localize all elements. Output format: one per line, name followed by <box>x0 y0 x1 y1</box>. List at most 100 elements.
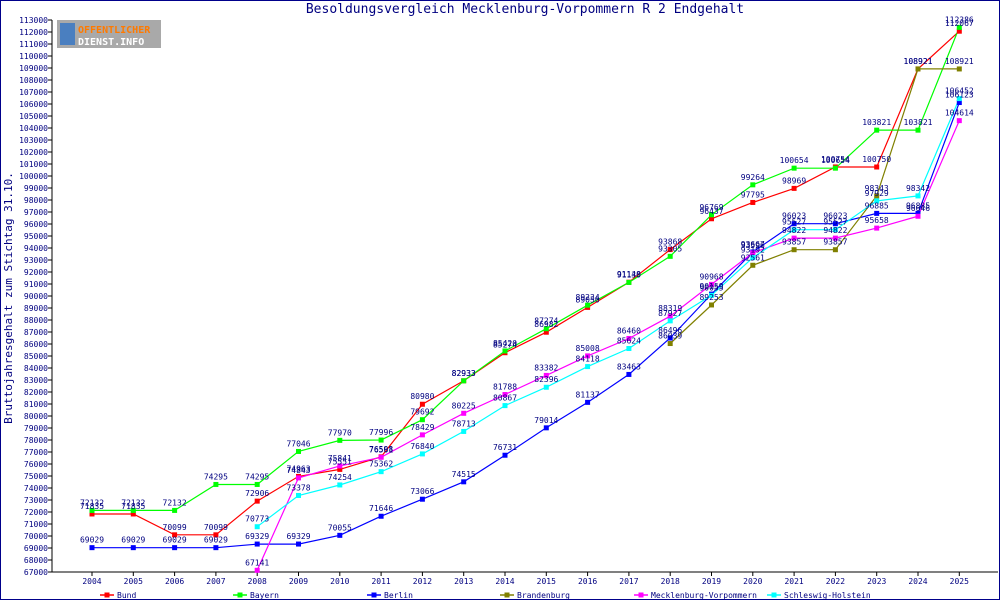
data-label: 90055 <box>699 283 723 292</box>
data-label: 86982 <box>534 320 558 329</box>
data-point <box>956 28 962 34</box>
data-label: 69029 <box>121 536 145 545</box>
y-tick-label: 70000 <box>24 532 48 541</box>
data-point <box>915 210 921 216</box>
data-point <box>378 454 384 460</box>
data-label: 112067 <box>945 19 974 28</box>
y-tick-label: 110000 <box>19 52 48 61</box>
data-label: 98343 <box>865 184 889 193</box>
y-tick-label: 91000 <box>24 280 48 289</box>
data-point <box>296 475 301 481</box>
data-label: 93857 <box>823 238 847 247</box>
data-label: 71646 <box>369 504 393 513</box>
data-label: 80867 <box>493 394 517 403</box>
data-point <box>337 437 343 443</box>
data-point <box>750 262 756 268</box>
data-point <box>832 227 838 233</box>
data-point <box>461 378 467 384</box>
legend: Bund Bayern Berlin Brandenburg Mecklenburg-V… <box>100 591 871 600</box>
data-point <box>956 118 962 124</box>
data-label: 79014 <box>534 416 558 425</box>
data-label: 97795 <box>741 190 765 199</box>
data-point <box>337 463 343 469</box>
data-point <box>502 348 508 354</box>
data-label: 94822 <box>782 226 806 235</box>
x-tick-label: 2022 <box>826 577 845 586</box>
data-label: 86460 <box>617 326 641 335</box>
data-point <box>667 341 673 347</box>
data-point <box>667 253 673 259</box>
legend-marker <box>371 592 377 598</box>
data-point <box>296 541 301 547</box>
data-point <box>254 481 260 487</box>
legend-label: Bund <box>117 591 136 600</box>
legend-label: Mecklenburg-Vorpommern <box>651 591 757 600</box>
data-point <box>172 507 178 513</box>
data-label: 93305 <box>658 244 682 253</box>
y-tick-label: 78000 <box>24 436 48 445</box>
data-point <box>667 247 673 253</box>
data-point <box>791 165 797 171</box>
data-label: 96437 <box>699 207 723 216</box>
y-tick-label: 95000 <box>24 232 48 241</box>
data-point <box>543 384 549 390</box>
data-label: 76598 <box>369 445 393 454</box>
data-point <box>254 567 260 573</box>
data-label: 106123 <box>945 91 974 100</box>
data-point <box>874 198 880 204</box>
data-label: 78713 <box>452 419 476 428</box>
y-axis-label: Bruttojahresgehalt zum Stichtag 31.10. <box>2 172 15 424</box>
data-point <box>956 100 962 106</box>
data-label: 77996 <box>369 428 393 437</box>
data-point <box>874 225 880 231</box>
y-tick-label: 105000 <box>19 112 48 121</box>
x-tick-label: 2023 <box>867 577 886 586</box>
data-label: 100654 <box>780 156 809 165</box>
legend-marker <box>104 592 110 598</box>
data-point <box>213 532 219 538</box>
data-label: 81788 <box>493 383 517 392</box>
y-tick-label: 108000 <box>19 76 48 85</box>
x-tick-label: 2020 <box>743 577 762 586</box>
data-point <box>89 507 95 513</box>
legend-marker <box>237 592 243 598</box>
data-label: 91148 <box>617 270 641 279</box>
data-label: 76561 <box>369 445 393 454</box>
data-label: 76840 <box>410 442 434 451</box>
y-tick-label: 94000 <box>24 244 48 253</box>
axes: 67000 68000 69000 70000 71000 72000 73000 74000… <box>19 16 998 586</box>
data-label: 96023 <box>782 212 806 221</box>
data-point <box>130 511 136 517</box>
data-label: 108921 <box>904 57 933 66</box>
logo: OFFENTLICHER DIENST.INFO <box>57 20 161 48</box>
data-label: 85274 <box>493 341 517 350</box>
data-label: 82396 <box>534 375 558 384</box>
series-line <box>256 120 960 571</box>
data-point <box>832 247 838 253</box>
data-label: 72906 <box>245 489 269 498</box>
x-tick-label: 2018 <box>661 577 680 586</box>
data-label: 72132 <box>121 498 145 507</box>
data-label: 85008 <box>576 344 600 353</box>
data-label: 76731 <box>493 443 517 452</box>
data-label: 67141 <box>245 558 269 567</box>
data-label: 75551 <box>328 457 352 466</box>
x-tick-label: 2011 <box>371 577 390 586</box>
x-tick-label: 2019 <box>702 577 721 586</box>
x-tick-label: 2007 <box>206 577 225 586</box>
y-tick-label: 111000 <box>19 40 48 49</box>
data-label: 74843 <box>286 466 310 475</box>
y-tick-label: 113000 <box>19 16 48 25</box>
data-label: 70055 <box>328 523 352 532</box>
data-label: 90159 <box>699 282 723 291</box>
data-point <box>750 255 756 261</box>
y-tick-label: 89000 <box>24 304 48 313</box>
data-label: 79692 <box>410 408 434 417</box>
data-label: 70099 <box>163 523 187 532</box>
y-tick-label: 73000 <box>24 496 48 505</box>
data-label: 83382 <box>534 363 558 372</box>
data-point <box>378 437 384 443</box>
x-tick-label: 2010 <box>330 577 349 586</box>
legend-marker <box>771 592 777 598</box>
